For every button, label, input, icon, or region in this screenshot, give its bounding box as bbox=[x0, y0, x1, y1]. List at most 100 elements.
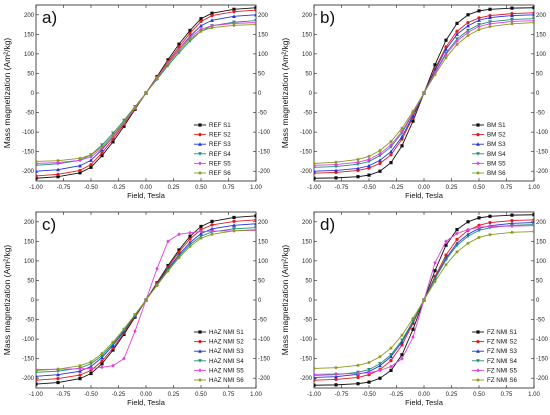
data-point bbox=[477, 24, 481, 29]
data-point bbox=[188, 28, 192, 33]
y-tick-label-right: -100 bbox=[536, 337, 549, 343]
data-point bbox=[488, 21, 492, 26]
data-point bbox=[100, 365, 104, 370]
x-tick-label: -0.25 bbox=[112, 392, 126, 398]
data-point bbox=[314, 366, 316, 371]
data-point bbox=[532, 18, 534, 23]
data-point bbox=[389, 139, 393, 144]
data-point bbox=[36, 169, 38, 173]
data-point bbox=[210, 18, 214, 22]
data-point bbox=[455, 42, 459, 47]
data-point bbox=[122, 124, 126, 128]
legend-marker bbox=[476, 359, 480, 363]
data-point bbox=[78, 369, 82, 373]
legend-label: FZ NMI S1 bbox=[487, 329, 517, 336]
legend-marker bbox=[198, 368, 202, 373]
data-point bbox=[334, 371, 338, 376]
data-point bbox=[455, 228, 459, 232]
legend-label: FZ NMI S3 bbox=[487, 348, 517, 355]
y-tick-label-right: 50 bbox=[536, 278, 543, 284]
y-tick-label-right: 50 bbox=[258, 71, 265, 77]
data-point bbox=[378, 153, 382, 158]
data-point bbox=[466, 13, 470, 17]
x-tick-label: -0.25 bbox=[390, 392, 404, 398]
data-point bbox=[367, 157, 371, 162]
legend-marker bbox=[476, 171, 480, 175]
y-tick-label: 50 bbox=[27, 278, 34, 284]
data-point bbox=[199, 229, 203, 234]
data-point bbox=[254, 12, 256, 17]
data-point bbox=[89, 158, 93, 162]
data-point bbox=[133, 312, 137, 317]
data-point bbox=[254, 214, 256, 218]
y-tick-label: 150 bbox=[24, 239, 35, 245]
data-point bbox=[389, 149, 393, 154]
data-point bbox=[100, 151, 104, 155]
legend-marker bbox=[476, 349, 480, 353]
y-tick-label-right: -50 bbox=[536, 318, 545, 324]
y-tick-label: -150 bbox=[300, 357, 313, 363]
data-point bbox=[477, 225, 481, 230]
data-point bbox=[232, 14, 236, 18]
data-point bbox=[111, 363, 115, 368]
data-point bbox=[532, 218, 534, 222]
y-tick-label-right: -200 bbox=[258, 169, 271, 175]
x-tick-label: 1.00 bbox=[528, 185, 540, 191]
data-point bbox=[400, 144, 404, 148]
data-point bbox=[78, 163, 82, 168]
legend-marker bbox=[198, 133, 202, 137]
data-point bbox=[466, 234, 470, 239]
data-point bbox=[199, 17, 203, 21]
data-point bbox=[89, 153, 93, 157]
legend-label: HAZ NMI S6 bbox=[209, 377, 244, 384]
legend-marker bbox=[198, 359, 202, 363]
data-point bbox=[389, 364, 393, 369]
x-tick-label: -1.00 bbox=[29, 185, 43, 191]
data-point bbox=[155, 266, 159, 271]
data-point bbox=[455, 21, 459, 25]
y-tick-label: -150 bbox=[22, 357, 35, 363]
y-tick-label: 200 bbox=[24, 220, 35, 226]
data-point bbox=[36, 161, 38, 166]
data-point bbox=[232, 10, 236, 14]
legend-label: HAZ NMI S1 bbox=[209, 329, 244, 336]
legend-marker bbox=[198, 123, 202, 127]
legend-label: FZ NMI S6 bbox=[487, 377, 517, 384]
data-point bbox=[334, 366, 338, 370]
y-tick-label-right: 200 bbox=[258, 13, 269, 19]
legend-label: HAZ NMI S5 bbox=[209, 367, 244, 374]
x-axis-label: Field, Tesla bbox=[127, 191, 166, 200]
x-tick-label: 0.50 bbox=[195, 392, 207, 398]
data-point bbox=[232, 7, 236, 11]
data-area bbox=[314, 213, 534, 387]
legend-marker bbox=[476, 142, 480, 146]
y-tick-label: 0 bbox=[309, 298, 313, 304]
data-point bbox=[254, 8, 256, 12]
x-tick-label: 0.25 bbox=[446, 392, 458, 398]
data-point bbox=[378, 355, 382, 359]
data-point bbox=[78, 377, 82, 381]
data-point bbox=[400, 338, 404, 343]
data-point bbox=[510, 6, 514, 10]
data-point bbox=[466, 220, 470, 224]
y-tick-label: -50 bbox=[303, 111, 312, 117]
data-point bbox=[314, 176, 316, 180]
legend-marker bbox=[198, 349, 202, 353]
data-point bbox=[100, 362, 104, 366]
data-point bbox=[111, 340, 115, 344]
data-point bbox=[210, 226, 214, 231]
panel-tag: b) bbox=[320, 8, 335, 27]
legend-label: FZ NMI S2 bbox=[487, 339, 517, 346]
legend-label: FZ NMI S4 bbox=[487, 358, 517, 365]
data-point bbox=[122, 120, 126, 124]
y-axis-label: Mass magnetization (Am²/kg) bbox=[2, 38, 12, 149]
data-point bbox=[389, 143, 393, 148]
data-point bbox=[188, 237, 192, 241]
data-point bbox=[378, 362, 382, 366]
panel-2: -1.00 -0.75 -0.50 -0.25 0.00 0.25 0.50 0.75 1.00… bbox=[280, 4, 549, 200]
series-6 bbox=[36, 22, 256, 164]
data-point bbox=[314, 375, 316, 380]
y-tick-label: 200 bbox=[24, 13, 35, 19]
x-tick-label: 1.00 bbox=[250, 185, 262, 191]
data-point bbox=[367, 173, 371, 177]
